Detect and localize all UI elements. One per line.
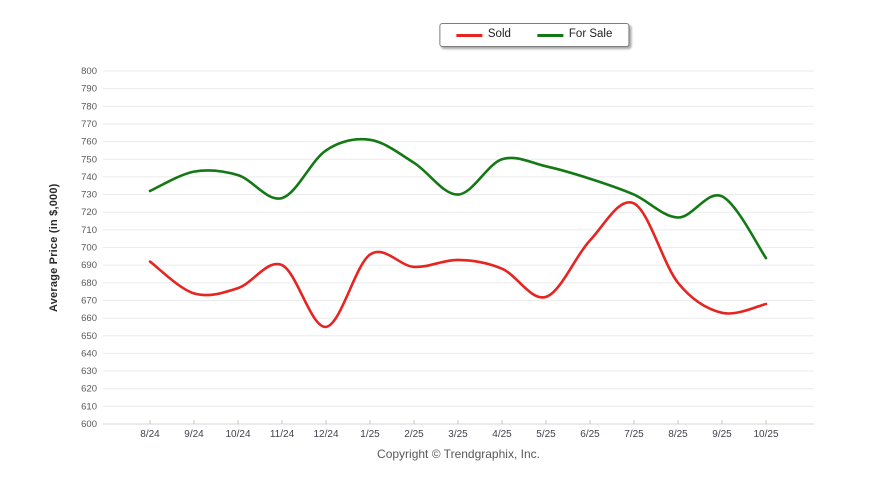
x-tick-label: 7/25 — [624, 429, 644, 440]
legend-label-sold: Sold — [487, 28, 511, 41]
x-tick-label: 10/24 — [225, 429, 250, 440]
x-tick-label: 6/25 — [580, 429, 600, 440]
x-tick-label: 2/25 — [404, 429, 424, 440]
y-tick-label: 740 — [81, 172, 97, 183]
legend-item-for-sale[interactable]: For Sale — [536, 28, 613, 41]
y-tick-label: 710 — [81, 225, 97, 236]
y-tick-label: 650 — [81, 331, 97, 342]
y-tick-label: 640 — [81, 348, 97, 359]
y-tick-label: 760 — [81, 137, 97, 148]
for-sale-line-swatch — [536, 33, 563, 37]
y-tick-label: 690 — [81, 260, 97, 271]
x-tick-label: 8/24 — [140, 429, 160, 440]
y-tick-label: 670 — [81, 295, 97, 306]
y-tick-label: 630 — [81, 366, 97, 377]
x-tick-label: 5/25 — [536, 429, 556, 440]
x-tick-label: 11/24 — [270, 429, 295, 440]
y-tick-label: 780 — [81, 101, 97, 112]
x-tick-label: 3/25 — [448, 429, 468, 440]
x-tick-label: 9/25 — [712, 429, 732, 440]
y-tick-label: 730 — [81, 190, 97, 201]
x-tick-label: 10/25 — [753, 429, 778, 440]
y-tick-label: 770 — [81, 119, 97, 130]
x-tick-label: 1/25 — [360, 429, 380, 440]
y-tick-label: 800 — [81, 66, 97, 77]
for-sale-line — [148, 137, 768, 260]
y-tick-label: 790 — [81, 84, 97, 95]
copyright-text: Copyright © Trendgraphix, Inc. — [377, 447, 540, 461]
y-tick-label: 680 — [81, 278, 97, 289]
legend-label-for-sale: For Sale — [568, 28, 613, 41]
y-tick-label: 660 — [81, 313, 97, 324]
sold-line-swatch — [455, 33, 482, 37]
x-tick-label: 12/24 — [313, 429, 338, 440]
legend: Sold For Sale — [438, 23, 630, 47]
sold-line — [148, 201, 768, 329]
legend-item-sold[interactable]: Sold — [455, 28, 511, 41]
x-tick-label: 8/25 — [668, 429, 688, 440]
y-tick-label: 720 — [81, 207, 97, 218]
x-tick-label: 4/25 — [492, 429, 512, 440]
y-tick-label: 620 — [81, 384, 97, 395]
x-tick-label: 9/24 — [184, 429, 204, 440]
y-tick-label: 750 — [81, 154, 97, 165]
y-tick-label: 610 — [81, 401, 97, 412]
y-tick-label: 600 — [81, 419, 97, 430]
y-tick-label: 700 — [81, 243, 97, 254]
